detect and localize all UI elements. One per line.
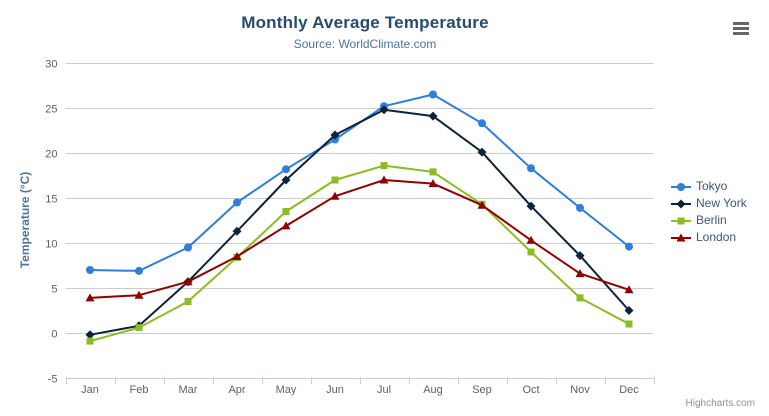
data-point [527, 248, 535, 256]
credits-link[interactable]: Highcharts.com [685, 398, 755, 409]
circle-marker-icon [671, 182, 691, 191]
data-point [330, 130, 340, 140]
y-tick-label: 20 [45, 149, 57, 161]
x-tick-label: Feb [130, 384, 149, 396]
legend-item-london[interactable]: London [671, 229, 747, 246]
x-tick-label: Sep [472, 384, 492, 396]
data-point [625, 242, 633, 251]
data-point [232, 226, 242, 236]
y-tick-label: 30 [45, 59, 57, 71]
data-point [477, 200, 487, 209]
series-line [89, 179, 630, 299]
y-tick-label: 10 [45, 239, 57, 251]
chart-title: Monthly Average Temperature [241, 13, 489, 32]
legend: Tokyo New York Berlin London [671, 178, 747, 246]
data-point [576, 294, 584, 302]
data-point [86, 337, 94, 345]
y-tick-label: 25 [45, 104, 57, 116]
data-point [85, 330, 95, 340]
data-point [575, 251, 585, 261]
series-new-york [85, 105, 634, 340]
data-point [86, 266, 94, 274]
legend-label: New York [696, 196, 747, 210]
diamond-marker-icon [671, 199, 691, 208]
x-tick-label: Oct [522, 384, 539, 396]
x-tick-label: May [276, 384, 297, 396]
data-point [526, 201, 536, 211]
data-point [477, 147, 487, 157]
data-point [379, 175, 389, 184]
series-tokyo [86, 90, 633, 275]
series-london [85, 175, 634, 302]
x-tick-label: Apr [228, 384, 245, 396]
x-tick-label: Aug [423, 384, 443, 396]
data-point [575, 269, 585, 278]
data-point [232, 252, 242, 260]
series-line [89, 164, 630, 343]
data-point [624, 285, 634, 294]
x-tick-label: Jan [81, 384, 99, 396]
legend-item-new-york[interactable]: New York [671, 195, 747, 212]
data-point [576, 203, 584, 212]
y-tick-label: 0 [51, 329, 57, 341]
data-point [85, 293, 95, 302]
square-marker-icon [671, 217, 691, 224]
data-point [135, 324, 143, 332]
context-menu-button[interactable] [730, 18, 752, 38]
x-tick-label: Nov [570, 384, 590, 396]
chart-subtitle: Source: WorldClimate.com [293, 37, 437, 51]
x-tick-label: Jul [377, 384, 391, 396]
data-point [281, 221, 291, 230]
series-line [89, 108, 630, 336]
legend-label: Tokyo [696, 179, 728, 193]
data-point [379, 105, 389, 115]
legend-item-tokyo[interactable]: Tokyo [671, 178, 747, 195]
data-point [184, 298, 192, 305]
data-point [233, 198, 241, 207]
data-point [478, 119, 486, 128]
data-point [527, 164, 535, 173]
data-point [624, 306, 634, 315]
data-point [330, 191, 340, 200]
data-point [331, 176, 339, 184]
data-point [380, 162, 388, 170]
series-line [89, 93, 630, 272]
y-axis-title: Temperature (°C) [18, 171, 32, 269]
data-point [183, 277, 193, 286]
data-point [281, 175, 291, 185]
data-point [428, 179, 438, 188]
legend-item-berlin[interactable]: Berlin [671, 212, 747, 229]
x-tick-label: Dec [619, 384, 639, 396]
data-point [625, 320, 633, 328]
y-tick-label: 5 [51, 284, 57, 296]
data-point [429, 168, 437, 176]
y-tick-label: -5 [48, 374, 58, 386]
data-point [428, 111, 438, 121]
legend-label: London [696, 230, 737, 244]
x-tick-label: Mar [179, 384, 198, 396]
data-point [184, 243, 192, 252]
data-point [134, 290, 144, 299]
data-point [526, 235, 536, 244]
legend-label: Berlin [696, 213, 727, 227]
data-point [429, 90, 437, 99]
triangle-marker-icon [671, 233, 691, 241]
y-tick-label: 15 [45, 194, 57, 206]
data-point [282, 208, 290, 215]
data-point [282, 165, 290, 174]
data-point [135, 266, 143, 275]
x-tick-label: Jun [326, 384, 344, 396]
